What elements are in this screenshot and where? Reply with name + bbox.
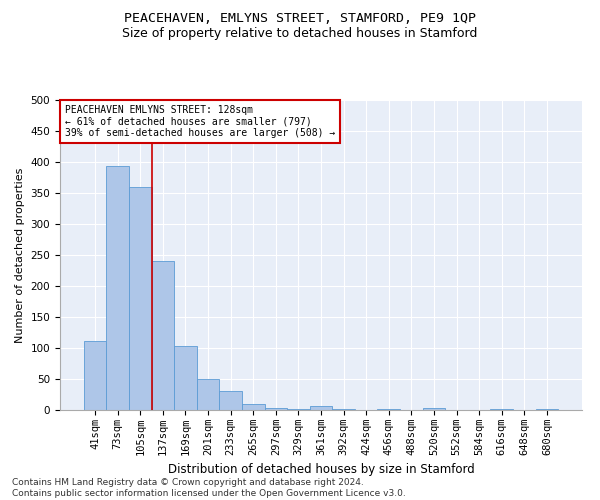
Bar [174, 346, 197, 410]
Bar [152, 261, 174, 410]
Bar [106, 166, 129, 410]
Text: Size of property relative to detached houses in Stamford: Size of property relative to detached ho… [122, 28, 478, 40]
Bar [129, 187, 152, 410]
Text: PEACEHAVEN EMLYNS STREET: 128sqm
← 61% of detached houses are smaller (797)
39% : PEACEHAVEN EMLYNS STREET: 128sqm ← 61% o… [65, 104, 335, 138]
Bar [377, 409, 400, 410]
Bar [84, 341, 106, 410]
Bar [220, 392, 242, 410]
Text: PEACEHAVEN, EMLYNS STREET, STAMFORD, PE9 1QP: PEACEHAVEN, EMLYNS STREET, STAMFORD, PE9… [124, 12, 476, 26]
Bar [490, 409, 513, 410]
Bar [422, 408, 445, 410]
X-axis label: Distribution of detached houses by size in Stamford: Distribution of detached houses by size … [167, 464, 475, 476]
Text: Contains HM Land Registry data © Crown copyright and database right 2024.
Contai: Contains HM Land Registry data © Crown c… [12, 478, 406, 498]
Bar [265, 408, 287, 410]
Bar [197, 379, 220, 410]
Y-axis label: Number of detached properties: Number of detached properties [15, 168, 25, 342]
Bar [287, 409, 310, 410]
Bar [242, 404, 265, 410]
Bar [310, 406, 332, 410]
